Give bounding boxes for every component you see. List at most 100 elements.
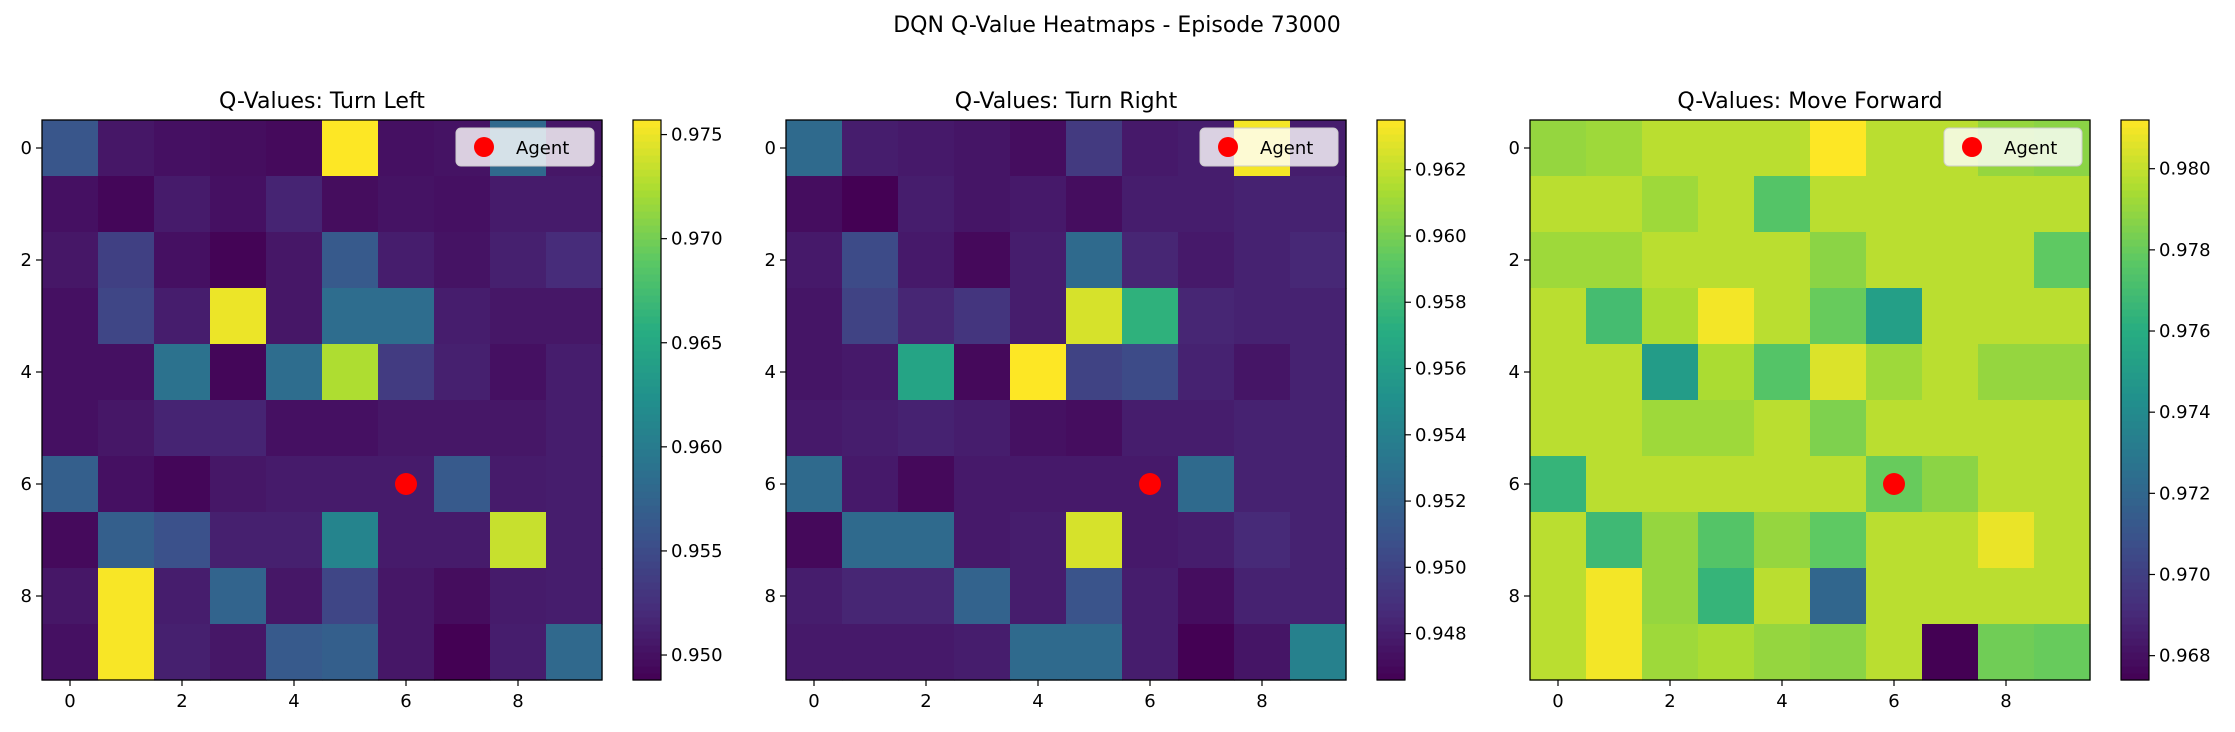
heatmap-cell xyxy=(1642,624,1699,681)
heatmap-cell xyxy=(98,456,155,513)
colorbar-segment xyxy=(2121,596,2149,604)
colorbar-tick-label: 0.970 xyxy=(671,229,723,250)
heatmap-cell xyxy=(1290,456,1347,513)
colorbar-segment xyxy=(2121,617,2149,625)
colorbar-segment xyxy=(2121,547,2149,555)
colorbar-segment xyxy=(2121,638,2149,646)
heatmap-cell xyxy=(1586,288,1643,345)
colorbar-segment xyxy=(2121,659,2149,667)
colorbar-segment xyxy=(1377,295,1405,303)
x-tick-label: 0 xyxy=(808,691,819,712)
colorbar-segment xyxy=(1377,386,1405,394)
heatmap-cell xyxy=(1290,512,1347,569)
heatmap-cell xyxy=(42,568,99,625)
heatmap-cell xyxy=(1586,232,1643,289)
heatmap-cell xyxy=(1530,176,1587,233)
agent-marker xyxy=(1139,473,1161,495)
colorbar-segment xyxy=(1377,596,1405,604)
colorbar-segment xyxy=(2121,554,2149,562)
heatmap-panel-3: Q-Values: Move Forward 0 2 4 6 8 0 2 4 6 8 Agent 0.9… xyxy=(1509,89,2211,712)
colorbar-segment xyxy=(1377,540,1405,548)
heatmap-cell xyxy=(434,400,491,457)
heatmap-cell xyxy=(954,456,1011,513)
colorbar-segment xyxy=(2121,414,2149,422)
colorbar-segment xyxy=(1377,449,1405,457)
heatmap-cell xyxy=(1754,512,1811,569)
x-tick-label: 4 xyxy=(1776,691,1787,712)
heatmap-cell xyxy=(1122,288,1179,345)
x-tick-label: 8 xyxy=(1256,691,1267,712)
heatmap-cell xyxy=(154,400,211,457)
colorbar-segment xyxy=(633,393,661,401)
heatmap-cell xyxy=(1922,400,1979,457)
heatmap-cell xyxy=(786,120,843,177)
heatmap-cell xyxy=(842,456,899,513)
heatmap-cell xyxy=(1122,400,1179,457)
colorbar-segment xyxy=(2121,407,2149,415)
heatmap-cell xyxy=(1810,232,1867,289)
colorbar-segment xyxy=(633,470,661,478)
colorbar-segment xyxy=(2121,610,2149,618)
colorbar-segment xyxy=(633,351,661,359)
colorbar-segment xyxy=(2121,379,2149,387)
heatmap-cell xyxy=(1866,344,1923,401)
heatmap-title: Q-Values: Turn Left xyxy=(219,89,425,114)
heatmap-cell xyxy=(1810,176,1867,233)
heatmap-cell xyxy=(1978,624,2035,681)
heatmap-cell xyxy=(98,624,155,681)
heatmap-cell xyxy=(1754,456,1811,513)
heatmap-cell xyxy=(378,512,435,569)
heatmap-cell xyxy=(1066,400,1123,457)
colorbar-segment xyxy=(1377,561,1405,569)
colorbar-segment xyxy=(1377,211,1405,219)
heatmap-cell xyxy=(1234,512,1291,569)
heatmap-cell xyxy=(1642,400,1699,457)
heatmap-cell xyxy=(1922,288,1979,345)
colorbar-segment xyxy=(2121,288,2149,296)
heatmap-cell xyxy=(1866,120,1923,177)
heatmap-cell xyxy=(322,120,379,177)
colorbar-segment xyxy=(1377,407,1405,415)
colorbar-tick-label: 0.962 xyxy=(1415,160,1467,181)
colorbar-segment xyxy=(633,498,661,506)
heatmap-cell xyxy=(1066,568,1123,625)
y-tick-label: 2 xyxy=(765,250,776,271)
heatmap-cell xyxy=(1586,400,1643,457)
colorbar-segment xyxy=(2121,330,2149,338)
heatmap-cell xyxy=(154,120,211,177)
heatmap-cell xyxy=(954,232,1011,289)
colorbar-segment xyxy=(2121,239,2149,247)
colorbar-segment xyxy=(633,162,661,170)
heatmap-cell xyxy=(1234,456,1291,513)
colorbar-segment xyxy=(1377,323,1405,331)
heatmap-cell xyxy=(1066,456,1123,513)
x-tick-label: 0 xyxy=(64,691,75,712)
colorbar-segment xyxy=(2121,491,2149,499)
colorbar-segment xyxy=(1377,533,1405,541)
heatmap-cell xyxy=(378,232,435,289)
colorbar-tick-label: 0.972 xyxy=(2159,483,2211,504)
heatmap-cell xyxy=(1866,176,1923,233)
colorbar-segment xyxy=(1377,162,1405,170)
colorbar-segment xyxy=(633,176,661,184)
x-tick-label: 6 xyxy=(400,691,411,712)
colorbar-segment xyxy=(2121,155,2149,163)
colorbar-segment xyxy=(1377,638,1405,646)
y-tick-label: 8 xyxy=(21,586,32,607)
heatmap-cell xyxy=(1698,176,1755,233)
heatmap-cell xyxy=(210,400,267,457)
colorbar-segment xyxy=(633,330,661,338)
colorbar-segment xyxy=(1377,421,1405,429)
colorbar-segment xyxy=(633,456,661,464)
heatmap-cell xyxy=(266,288,323,345)
colorbar-segment xyxy=(633,666,661,674)
colorbar-segment xyxy=(1377,309,1405,317)
heatmap-cell xyxy=(1978,176,2035,233)
colorbar-segment xyxy=(2121,505,2149,513)
colorbar-tick-label: 0.978 xyxy=(2159,240,2211,261)
heatmap-cell xyxy=(1122,176,1179,233)
x-tick-label: 4 xyxy=(288,691,299,712)
heatmap-cell xyxy=(546,512,603,569)
colorbar-segment xyxy=(633,386,661,394)
